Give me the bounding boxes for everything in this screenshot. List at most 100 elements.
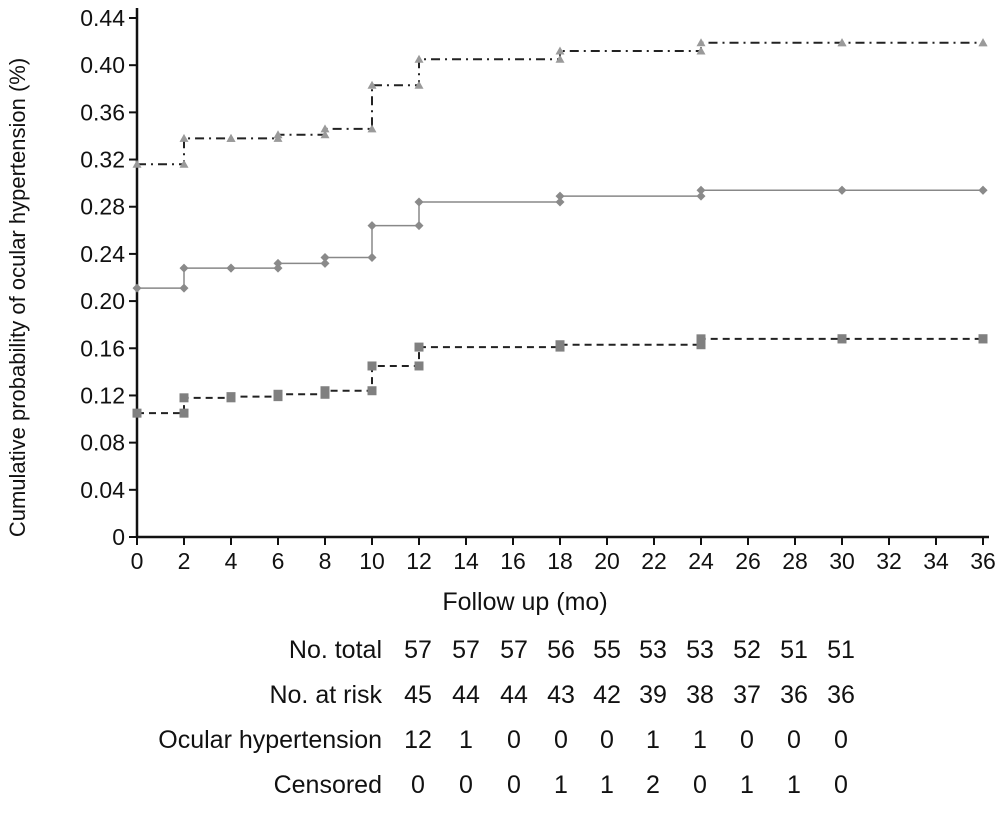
point-marker xyxy=(226,133,236,142)
risk-row-label: No. at risk xyxy=(269,681,382,709)
risk-value: 12 xyxy=(404,726,432,754)
x-axis-title: Follow up (mo) xyxy=(442,588,607,616)
point-marker xyxy=(132,283,142,293)
risk-value: 0 xyxy=(740,726,754,754)
point-marker xyxy=(367,221,377,231)
y-axis-title: Cumulative probability of ocular hyperte… xyxy=(5,58,30,537)
point-marker xyxy=(414,54,424,63)
point-marker xyxy=(273,258,283,268)
point-marker xyxy=(414,361,424,371)
risk-value: 0 xyxy=(507,771,521,799)
x-tick-label: 2 xyxy=(178,548,191,574)
risk-value: 1 xyxy=(693,726,707,754)
risk-value: 51 xyxy=(780,636,808,664)
risk-value: 45 xyxy=(404,681,432,709)
risk-value: 2 xyxy=(646,771,660,799)
x-tick-label: 12 xyxy=(406,548,432,574)
y-tick-label: 0.08 xyxy=(80,430,125,456)
point-marker xyxy=(696,46,706,55)
x-tick-label: 6 xyxy=(272,548,285,574)
point-marker xyxy=(132,408,142,418)
risk-value: 1 xyxy=(646,726,660,754)
point-marker xyxy=(179,159,189,168)
point-marker xyxy=(837,38,847,47)
y-tick-label: 0.24 xyxy=(80,241,125,267)
point-marker xyxy=(555,46,565,55)
point-marker xyxy=(367,80,377,89)
risk-value: 0 xyxy=(507,726,521,754)
risk-value: 0 xyxy=(693,771,707,799)
risk-value: 51 xyxy=(827,636,855,664)
point-marker xyxy=(837,185,847,195)
x-tick-label: 8 xyxy=(319,548,332,574)
risk-value: 55 xyxy=(593,636,621,664)
y-tick-label: 0.32 xyxy=(80,147,125,173)
x-tick-label: 26 xyxy=(735,548,761,574)
risk-value: 1 xyxy=(740,771,754,799)
point-marker xyxy=(320,258,330,268)
point-marker xyxy=(837,334,847,344)
risk-value: 0 xyxy=(834,771,848,799)
point-marker xyxy=(555,197,565,207)
point-marker xyxy=(367,386,377,396)
point-marker xyxy=(978,334,988,344)
point-marker xyxy=(179,263,189,273)
x-tick-label: 20 xyxy=(594,548,620,574)
x-tick-label: 34 xyxy=(923,548,949,574)
risk-value: 38 xyxy=(686,681,714,709)
point-marker xyxy=(320,252,330,262)
risk-value: 42 xyxy=(593,681,621,709)
risk-value: 53 xyxy=(686,636,714,664)
point-marker xyxy=(367,124,377,133)
point-marker xyxy=(367,361,377,371)
point-marker xyxy=(555,342,565,352)
risk-value: 39 xyxy=(639,681,667,709)
x-tick-label: 0 xyxy=(131,548,144,574)
x-tick-label: 16 xyxy=(500,548,526,574)
point-marker xyxy=(226,393,236,403)
point-marker xyxy=(414,197,424,207)
y-tick-label: 0.20 xyxy=(80,288,125,314)
x-tick-label: 10 xyxy=(359,548,385,574)
series-1 xyxy=(132,185,988,293)
y-tick-label: 0.12 xyxy=(80,382,125,408)
point-marker xyxy=(273,392,283,402)
x-tick-label: 24 xyxy=(688,548,714,574)
km-chart: 0 0.04 0.08 0.12 0.16 0.20 0.24 0.28 0.32 0.36 0.4… xyxy=(5,5,996,616)
risk-value: 56 xyxy=(547,636,575,664)
risk-value: 1 xyxy=(459,726,473,754)
risk-value: 57 xyxy=(452,636,480,664)
risk-value: 0 xyxy=(459,771,473,799)
risk-value: 0 xyxy=(787,726,801,754)
x-tick-label: 22 xyxy=(641,548,667,574)
risk-value: 1 xyxy=(554,771,568,799)
risk-value: 36 xyxy=(780,681,808,709)
point-marker xyxy=(414,221,424,231)
series-0 xyxy=(132,38,988,168)
risk-row: No. total 57 57 57 56 55 53 53 52 51 51 xyxy=(0,630,1004,670)
y-tick-label: 0.40 xyxy=(80,52,125,78)
point-marker xyxy=(978,38,988,47)
point-marker xyxy=(414,342,424,352)
y-tick-label: 0.28 xyxy=(80,194,125,220)
risk-row: Censored 0 0 0 1 1 2 0 1 1 0 xyxy=(0,765,1004,805)
point-marker xyxy=(179,408,189,418)
risk-value: 44 xyxy=(500,681,528,709)
risk-row-label: No. total xyxy=(288,636,382,664)
x-tick-label: 30 xyxy=(829,548,855,574)
risk-value: 1 xyxy=(787,771,801,799)
risk-value: 0 xyxy=(554,726,568,754)
point-marker xyxy=(696,185,706,195)
point-marker xyxy=(226,263,236,273)
risk-value: 0 xyxy=(600,726,614,754)
risk-value: 44 xyxy=(452,681,480,709)
x-tick-label: 4 xyxy=(225,548,238,574)
point-marker xyxy=(179,283,189,293)
y-tick-label: 0 xyxy=(112,524,125,550)
point-marker xyxy=(696,38,706,47)
risk-value: 0 xyxy=(411,771,425,799)
point-marker xyxy=(179,393,189,403)
series-2 xyxy=(132,334,988,418)
x-tick-label: 14 xyxy=(453,548,479,574)
risk-row: No. at risk 45 44 44 43 42 39 38 37 36 36 xyxy=(0,675,1004,715)
